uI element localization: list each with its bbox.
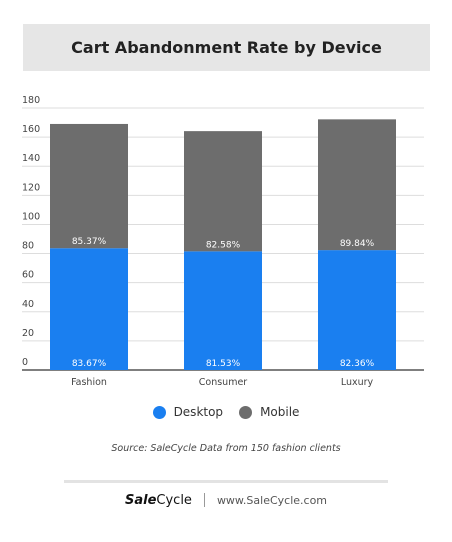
y-tick-label: 120 — [22, 182, 40, 193]
brand-logo: SaleCycle — [124, 492, 192, 508]
y-tick-label: 60 — [22, 270, 34, 281]
data-label: 81.53% — [206, 359, 241, 369]
y-tick-label: 80 — [22, 241, 34, 252]
bar-mobile — [184, 131, 262, 252]
bar-desktop — [50, 248, 128, 370]
footer: SaleCycle www.SaleCycle.com — [0, 490, 452, 510]
legend-label-desktop: Desktop — [173, 405, 224, 419]
footer-url-link[interactable]: www.SaleCycle.com — [216, 493, 328, 507]
data-label: 85.37% — [72, 237, 107, 247]
chart-title: Cart Abandonment Rate by Device — [71, 38, 382, 57]
y-tick-label: 0 — [22, 357, 28, 368]
x-tick-label: Consumer — [199, 377, 248, 388]
bar-mobile — [318, 119, 396, 251]
chart-legend: Desktop Mobile — [0, 402, 452, 422]
chart-title-box: Cart Abandonment Rate by Device — [23, 24, 430, 71]
x-tick-label: Fashion — [71, 377, 107, 388]
y-tick-label: 140 — [22, 153, 40, 164]
data-label: 83.67% — [72, 359, 107, 369]
legend-swatch-mobile — [239, 405, 253, 419]
legend-label-mobile: Mobile — [260, 405, 300, 419]
y-tick-label: 160 — [22, 124, 40, 135]
bar-desktop — [184, 251, 262, 370]
footer-divider — [64, 480, 388, 483]
bar-chart: 0 20 40 60 80 100 120 140 160 180 83.67% 85.37% Fash… — [22, 95, 424, 388]
x-tick-label: Luxury — [341, 377, 374, 388]
legend-item-desktop: Desktop — [152, 405, 224, 419]
y-tick-label: 100 — [22, 211, 40, 222]
bar-mobile — [50, 123, 128, 249]
footer-separator — [203, 493, 205, 507]
legend-item-mobile: Mobile — [239, 405, 299, 419]
source-note: Source: SaleCycle Data from 150 fashion … — [111, 443, 341, 454]
y-tick-label: 20 — [22, 328, 34, 339]
data-label: 82.58% — [206, 240, 241, 250]
data-label: 82.36% — [340, 359, 375, 369]
y-tick-label: 40 — [22, 299, 34, 310]
legend-swatch-desktop — [152, 405, 166, 419]
data-label: 89.84% — [340, 239, 375, 249]
y-tick-label: 180 — [22, 95, 40, 106]
bar-desktop — [318, 250, 396, 370]
